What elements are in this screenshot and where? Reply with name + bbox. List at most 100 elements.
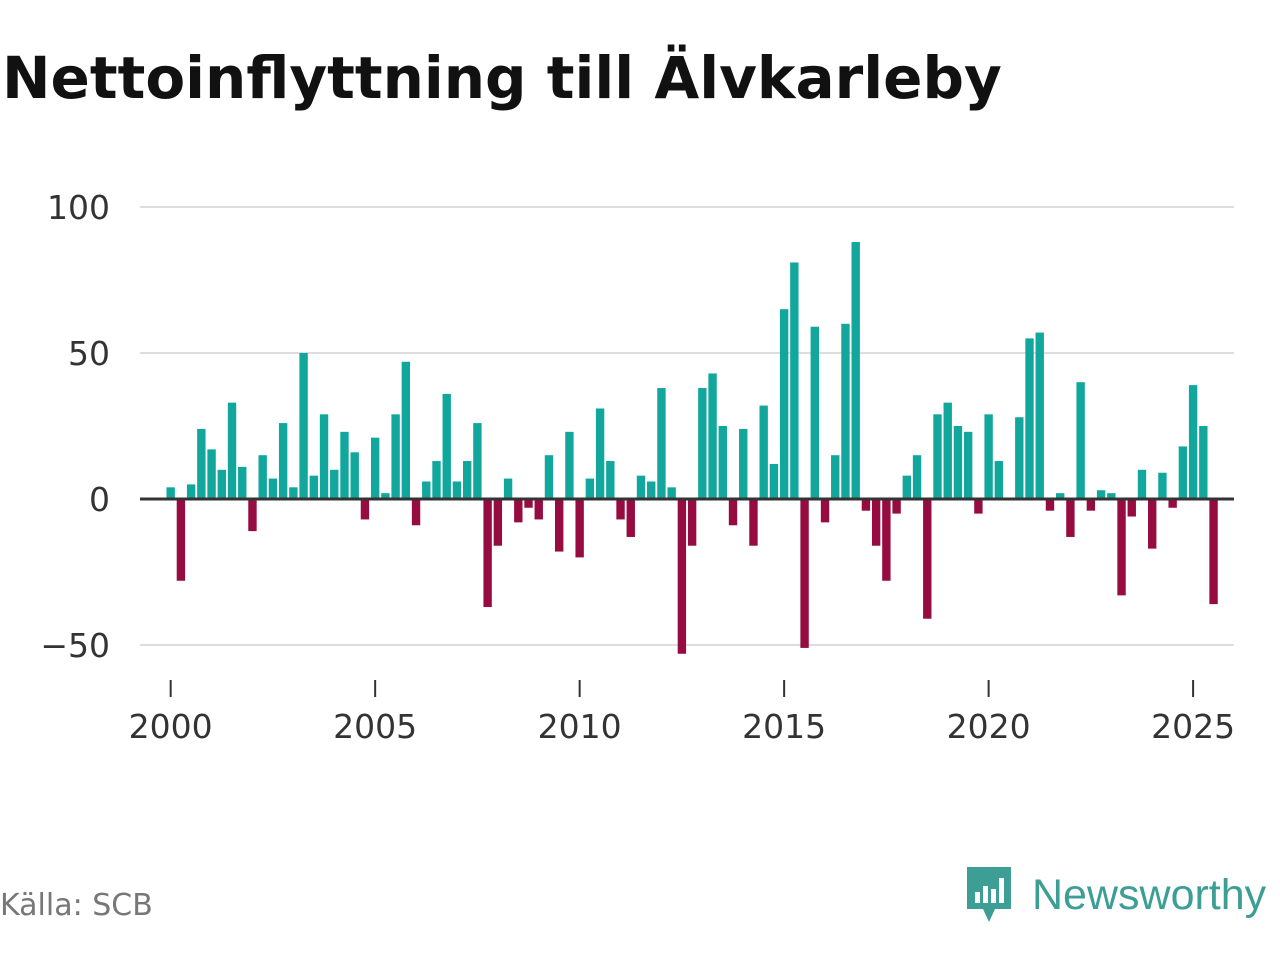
bar	[831, 455, 840, 499]
bar	[1148, 499, 1157, 549]
bar	[575, 499, 584, 558]
bar	[401, 361, 411, 499]
bar	[953, 426, 963, 499]
newsworthy-logo-icon	[967, 867, 1011, 922]
bar	[984, 414, 993, 499]
bar	[1117, 499, 1126, 596]
bar	[493, 499, 503, 546]
bar	[739, 428, 748, 499]
y-axis: 100 50 0 −50	[40, 188, 110, 665]
bar	[892, 499, 901, 514]
bar-series	[166, 242, 1218, 654]
bar	[319, 414, 329, 499]
x-tick-label: 2025	[1151, 707, 1235, 746]
bar	[647, 481, 656, 499]
bar	[197, 428, 206, 499]
bar	[381, 493, 390, 499]
bar	[217, 469, 226, 499]
bar	[606, 461, 615, 499]
bar	[555, 499, 564, 552]
y-tick-label: 0	[89, 480, 110, 519]
bar	[411, 499, 421, 526]
bar	[616, 499, 625, 520]
bar	[728, 499, 738, 526]
bar	[677, 499, 687, 654]
bar	[749, 499, 758, 546]
bar	[851, 242, 860, 500]
bar	[820, 499, 830, 523]
y-tick-label: −50	[40, 626, 110, 665]
bar	[350, 452, 359, 499]
bar	[1178, 446, 1188, 499]
bar	[299, 353, 308, 499]
bar	[769, 463, 779, 499]
bar	[1168, 499, 1177, 508]
bar	[626, 499, 635, 537]
bar	[595, 408, 605, 499]
bar	[278, 423, 288, 499]
bar	[718, 426, 727, 499]
bar	[360, 499, 370, 520]
bar	[933, 414, 942, 499]
bar	[514, 499, 523, 523]
y-tick-label: 50	[68, 334, 110, 373]
bar	[698, 388, 707, 499]
bar	[1209, 499, 1218, 605]
bar	[452, 481, 462, 499]
bar	[1066, 499, 1075, 537]
bar	[442, 393, 451, 499]
bar	[1025, 338, 1034, 499]
bar	[1127, 499, 1136, 517]
bar	[432, 461, 441, 499]
bar	[534, 499, 543, 520]
bar	[1055, 493, 1065, 499]
bar	[790, 262, 799, 499]
bar	[268, 478, 278, 499]
bar	[483, 499, 492, 608]
bar	[912, 455, 922, 499]
bar	[176, 499, 186, 581]
bar	[902, 475, 912, 499]
bar	[923, 499, 932, 619]
bar	[585, 478, 595, 499]
bar	[289, 487, 298, 499]
bar	[1015, 417, 1024, 499]
bar	[186, 484, 196, 499]
source-note: Källa: SCB	[0, 888, 153, 923]
bar	[636, 475, 646, 499]
bar	[1199, 426, 1208, 499]
bar	[166, 487, 175, 499]
bar	[779, 309, 789, 499]
bar	[248, 499, 257, 532]
gridlines	[140, 206, 1234, 646]
x-tick-label: 2005	[333, 707, 417, 746]
bar	[974, 499, 983, 514]
bar	[861, 499, 871, 511]
x-tick-label: 2010	[538, 707, 622, 746]
bar	[687, 499, 697, 546]
bar	[238, 466, 247, 499]
bar	[657, 388, 666, 499]
bar	[258, 455, 267, 499]
bar	[309, 475, 319, 499]
bar	[1096, 490, 1106, 499]
bar	[503, 478, 513, 499]
bar	[1035, 332, 1044, 499]
bar	[810, 326, 819, 499]
x-tick-label: 2020	[947, 707, 1031, 746]
newsworthy-logo: Newsworthy	[964, 864, 1266, 926]
bar	[963, 431, 973, 499]
brand-name: Newsworthy	[1032, 870, 1267, 919]
bar	[841, 323, 850, 499]
bar	[1107, 493, 1116, 499]
bar	[524, 499, 533, 508]
bar	[340, 431, 349, 499]
x-axis: 2000 2005 2010 2015 2020 2025	[129, 680, 1235, 746]
bar	[207, 449, 216, 499]
bar	[565, 431, 574, 499]
bar	[1086, 499, 1096, 511]
bar	[462, 461, 472, 499]
bar	[391, 414, 400, 499]
bar	[882, 499, 891, 581]
